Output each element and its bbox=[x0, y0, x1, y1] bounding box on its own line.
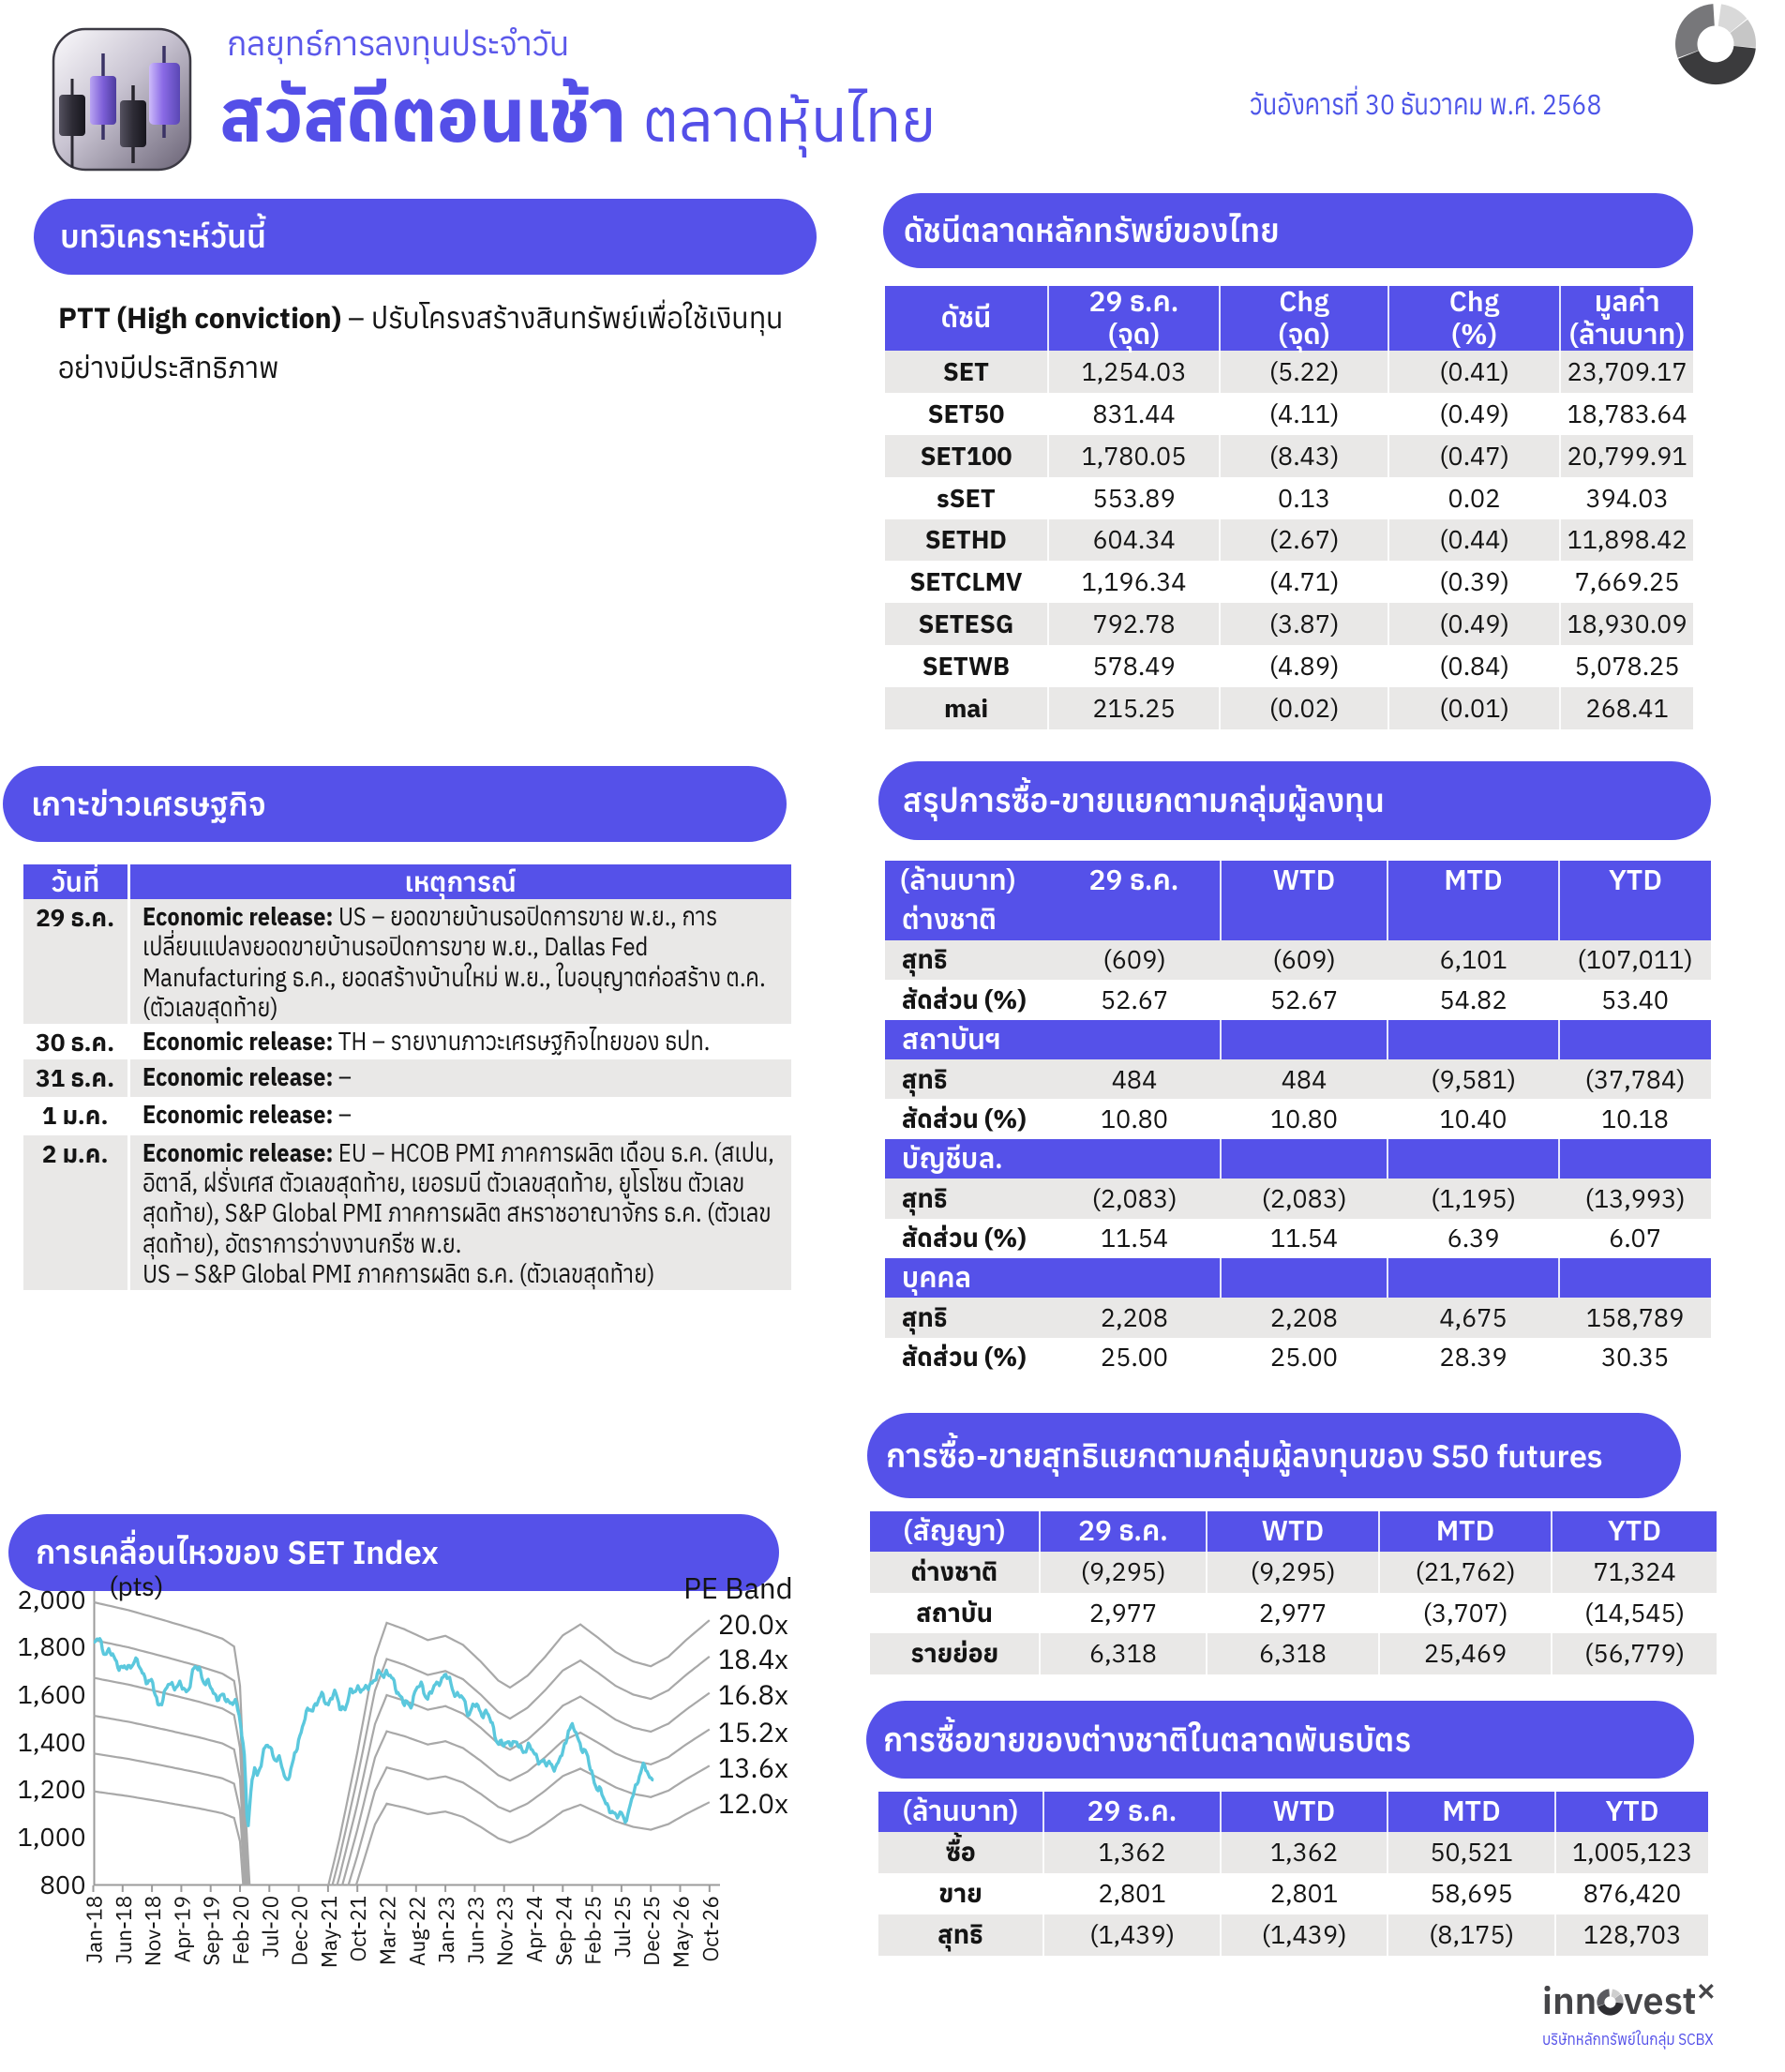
svg-text:Oct-21: Oct-21 bbox=[345, 1896, 372, 1962]
svg-text:Dec-25: Dec-25 bbox=[638, 1896, 666, 1966]
svg-text:(pts): (pts) bbox=[109, 1569, 163, 1603]
svg-text:Jan-18: Jan-18 bbox=[82, 1896, 109, 1963]
svg-text:800: 800 bbox=[40, 1868, 87, 1901]
svg-text:May-26: May-26 bbox=[668, 1896, 696, 1968]
svg-text:Nov-18: Nov-18 bbox=[140, 1896, 167, 1966]
svg-text:Dec-20: Dec-20 bbox=[287, 1896, 314, 1966]
svg-text:Aug-22: Aug-22 bbox=[404, 1896, 431, 1966]
svg-text:18.4x: 18.4x bbox=[718, 1641, 788, 1676]
svg-text:Mar-22: Mar-22 bbox=[375, 1896, 402, 1965]
svg-text:Sep-19: Sep-19 bbox=[199, 1896, 226, 1966]
svg-text:1,200: 1,200 bbox=[18, 1772, 86, 1806]
svg-text:1,400: 1,400 bbox=[18, 1725, 86, 1759]
svg-text:1,800: 1,800 bbox=[18, 1629, 86, 1663]
svg-text:20.0x: 20.0x bbox=[718, 1606, 788, 1642]
svg-text:Jun-18: Jun-18 bbox=[111, 1896, 138, 1964]
svg-text:1,000: 1,000 bbox=[18, 1820, 86, 1854]
svg-text:Apr-19: Apr-19 bbox=[169, 1896, 196, 1962]
svg-text:1,600: 1,600 bbox=[18, 1677, 86, 1711]
svg-text:12.0x: 12.0x bbox=[718, 1785, 788, 1821]
svg-text:2,000: 2,000 bbox=[18, 1583, 86, 1616]
svg-text:May-21: May-21 bbox=[316, 1896, 343, 1968]
svg-text:Sep-24: Sep-24 bbox=[550, 1896, 578, 1966]
svg-text:PE Band: PE Band bbox=[683, 1569, 793, 1607]
svg-text:15.2x: 15.2x bbox=[718, 1714, 788, 1749]
svg-text:Nov-23: Nov-23 bbox=[492, 1896, 519, 1966]
svg-text:13.6x: 13.6x bbox=[718, 1749, 788, 1785]
svg-text:Jul-20: Jul-20 bbox=[257, 1896, 284, 1958]
svg-text:Jun-23: Jun-23 bbox=[462, 1896, 489, 1964]
svg-text:Feb-25: Feb-25 bbox=[580, 1896, 608, 1965]
svg-text:Feb-20: Feb-20 bbox=[228, 1896, 255, 1965]
svg-text:Apr-24: Apr-24 bbox=[521, 1896, 548, 1962]
svg-text:16.8x: 16.8x bbox=[718, 1676, 788, 1712]
svg-text:Jan-23: Jan-23 bbox=[433, 1896, 460, 1963]
svg-text:Oct-26: Oct-26 bbox=[698, 1896, 725, 1962]
svg-text:Jul-25: Jul-25 bbox=[609, 1896, 637, 1958]
